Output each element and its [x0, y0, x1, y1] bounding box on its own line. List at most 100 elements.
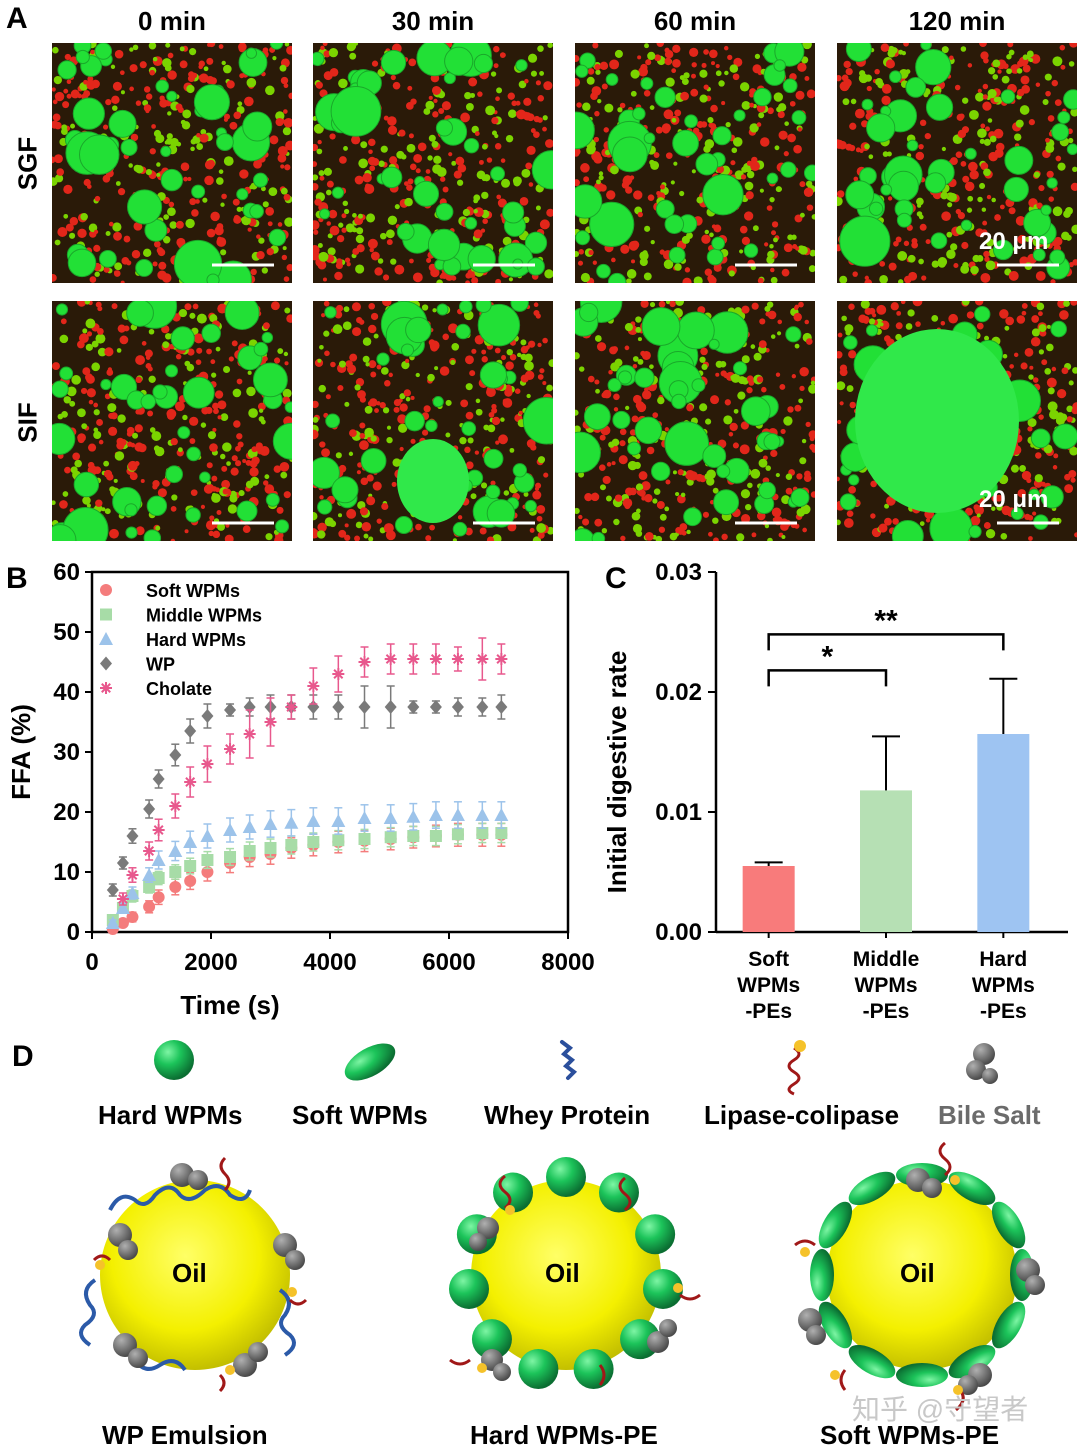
data-point	[357, 811, 372, 824]
data-point	[116, 917, 129, 929]
soft-wpm-particle	[818, 1301, 853, 1349]
data-point	[358, 656, 371, 668]
data-point	[476, 827, 489, 839]
data-point	[126, 869, 139, 881]
y-axis-label: FFA (%)	[6, 704, 36, 800]
soft-wpm-icon	[344, 1043, 396, 1081]
y-axis-label: Initial digestive rate	[602, 651, 632, 894]
data-point	[428, 808, 443, 821]
category-label: -PEs	[863, 1000, 910, 1023]
data-point	[201, 709, 214, 723]
data-point	[224, 743, 237, 755]
digestive-rate-chart: 0.00 0.01 0.02 0.03 Initial digestive rate So…	[602, 559, 1068, 1023]
category-label: WPMs	[737, 974, 800, 997]
data-point	[184, 724, 197, 738]
data-point	[151, 853, 166, 866]
micrograph-sif-1	[313, 301, 553, 541]
y-tick-label: 0.02	[655, 679, 702, 706]
caption-hard-wpms-pe: Hard WPMs-PE	[470, 1420, 658, 1450]
oil-label-wp: Oil	[172, 1258, 207, 1288]
bile-salt-icon	[966, 1043, 998, 1084]
hard-wpm-particle	[471, 1319, 512, 1360]
data-point	[407, 653, 420, 665]
legend-marker	[99, 632, 113, 645]
data-point	[494, 808, 509, 821]
data-point	[169, 881, 182, 893]
data-point	[285, 839, 298, 851]
category-label: WPMs	[972, 974, 1035, 997]
soft-wpm-particle	[848, 1171, 896, 1206]
bar	[860, 790, 912, 932]
legend-marker	[100, 656, 112, 671]
hard-wpm-particle	[598, 1172, 639, 1213]
schematic-diagram	[79, 1040, 1045, 1412]
y-tick-label: 0.01	[655, 799, 702, 826]
y-tick-label: 0.03	[655, 559, 702, 586]
lipase-colipase-icon	[787, 1040, 806, 1096]
legend-entry: Middle WPMs	[146, 606, 262, 626]
legend-label-hard-wpms: Hard WPMs	[98, 1100, 243, 1130]
watermark: 知乎 @守望者	[852, 1394, 1029, 1425]
data-point	[383, 811, 398, 824]
data-point	[384, 653, 397, 665]
data-point	[184, 875, 197, 887]
legend-entry: Hard WPMs	[146, 630, 246, 650]
x-axis-label: Time (s)	[180, 990, 279, 1020]
data-point	[451, 828, 464, 841]
data-point	[184, 776, 197, 788]
data-point	[116, 893, 129, 905]
x-tick-label: 0	[85, 949, 98, 976]
data-point	[306, 814, 321, 827]
soft-wpm-particle	[948, 1171, 996, 1206]
hard-wpm-icon	[154, 1040, 194, 1080]
hard-wpm-particle	[635, 1214, 676, 1255]
data-point	[451, 653, 464, 665]
legend-marker	[100, 584, 112, 596]
panel-d-letter: D	[12, 1040, 34, 1073]
y-tick-label: 30	[53, 739, 80, 766]
legend-label-soft-wpms: Soft WPMs	[292, 1100, 428, 1130]
soft-wpm-particle	[848, 1344, 896, 1379]
series-wp	[106, 685, 508, 897]
data-point	[406, 809, 421, 823]
y-tick-label: 0.00	[655, 919, 702, 946]
data-point	[152, 824, 165, 836]
column-header-60min: 60 min	[653, 6, 737, 36]
category-label: -PEs	[745, 1000, 792, 1023]
data-point	[332, 668, 345, 680]
data-point	[384, 831, 397, 844]
hard-wpms-pe-diagram	[448, 1157, 701, 1390]
soft-wpm-particle	[896, 1363, 948, 1387]
significance-label: *	[821, 640, 833, 673]
micrograph-sgf-0	[52, 43, 292, 283]
data-point	[242, 820, 257, 833]
micrograph-sif-3	[837, 301, 1077, 541]
bar	[742, 866, 795, 932]
hard-wpm-particle	[518, 1349, 559, 1390]
data-point	[332, 700, 345, 714]
data-point	[495, 700, 508, 714]
column-header-120min: 120 min	[908, 6, 1006, 36]
significance-bracket	[767, 633, 1005, 651]
y-tick-label: 0	[67, 919, 80, 946]
category-label: Middle	[853, 948, 920, 971]
data-point	[200, 829, 215, 842]
data-point	[152, 772, 165, 786]
column-header-0min: 0 min	[138, 6, 206, 36]
data-point	[476, 700, 489, 714]
data-point	[407, 830, 420, 842]
panel-b-letter: B	[6, 562, 28, 595]
data-point	[285, 701, 298, 713]
data-point	[169, 866, 182, 878]
data-point	[264, 842, 277, 854]
data-point	[106, 883, 119, 897]
data-point	[407, 700, 420, 714]
data-point	[307, 836, 320, 848]
data-point	[263, 817, 278, 830]
micrograph-sif-0	[52, 301, 292, 541]
legend-entry: WP	[146, 655, 175, 675]
data-point	[142, 868, 157, 881]
data-point	[243, 845, 256, 857]
data-point	[284, 815, 299, 829]
data-point	[223, 823, 238, 836]
